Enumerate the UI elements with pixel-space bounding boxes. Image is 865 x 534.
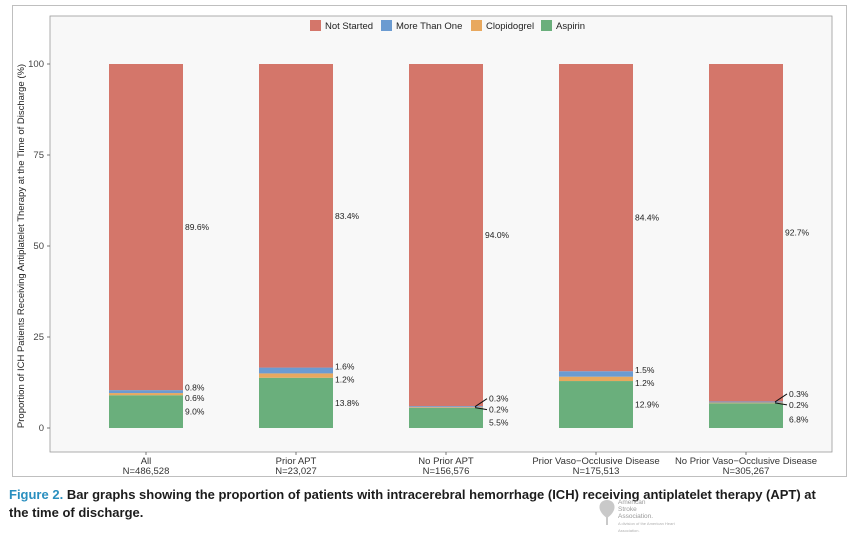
bar-more-than-one (259, 367, 333, 374)
logo-line-1: American (618, 499, 646, 506)
caption-text: Bar graphs showing the proportion of pat… (9, 487, 816, 520)
bar-more-than-one (709, 401, 783, 403)
leader-line (474, 407, 488, 411)
data-label-clopidogrel: 1.2% (635, 378, 655, 388)
bar-clopidogrel (709, 402, 783, 404)
data-label-not-started: 83.4% (335, 211, 360, 221)
legend-swatch (310, 20, 321, 31)
leader-line (774, 393, 788, 403)
data-label-aspirin: 13.8% (335, 398, 360, 408)
x-tick-label-n: N=23,027 (275, 466, 316, 476)
data-label-clopidogrel: 1.2% (335, 375, 355, 385)
caption-label: Figure 2. (9, 487, 64, 502)
x-tick-label-n: N=156,576 (423, 466, 470, 476)
bar-clopidogrel (109, 393, 183, 396)
data-label-clopidogrel: 0.6% (185, 393, 205, 403)
legend-label: Aspirin (556, 21, 585, 32)
x-tick-label: Prior APT (276, 456, 317, 467)
bar-not-started (409, 64, 483, 407)
logo-text: American Stroke Association. A division … (618, 499, 688, 534)
legend-label: More Than One (396, 21, 462, 32)
y-tick-label: 25 (33, 332, 44, 343)
bar-more-than-one (109, 390, 183, 394)
logo-line-2: Stroke (618, 506, 637, 513)
bar-aspirin (259, 377, 333, 428)
data-label-aspirin: 12.9% (635, 400, 660, 410)
figure-frame: 0 25 50 75 100 Proportion of ICH Patients Rec… (12, 5, 847, 477)
legend-label: Not Started (325, 21, 373, 32)
bar-aspirin (109, 395, 183, 428)
legend-swatch (381, 20, 392, 31)
data-label-not-started: 94.0% (485, 230, 510, 240)
logo-subtext: A division of the American Heart Associa… (618, 521, 675, 533)
bar-more-than-one (559, 371, 633, 377)
x-tick-label: No Prior Vaso−Occlusive Disease (675, 456, 817, 467)
bar-not-started (559, 64, 633, 372)
data-label-clopidogrel: 0.2% (489, 405, 509, 415)
data-label-clopidogrel: 0.2% (789, 400, 809, 410)
data-label-more-than-one: 1.6% (335, 361, 355, 371)
data-label-not-started: 89.6% (185, 222, 210, 232)
data-label-aspirin: 6.8% (789, 415, 809, 425)
legend-swatch (471, 20, 482, 31)
bar-more-than-one (409, 406, 483, 408)
figure-caption: Figure 2. Bar graphs showing the proport… (9, 486, 829, 522)
data-label-more-than-one: 0.3% (789, 389, 809, 399)
bar-clopidogrel (409, 407, 483, 408)
x-tick-label: No Prior APT (418, 456, 474, 467)
bar-aspirin (709, 403, 783, 428)
y-tick-label: 50 (33, 241, 44, 252)
data-label-more-than-one: 0.8% (185, 383, 205, 393)
data-label-more-than-one: 1.5% (635, 365, 655, 375)
x-tick-label-n: N=175,513 (573, 466, 620, 476)
bar-clopidogrel (259, 373, 333, 378)
bar-aspirin (559, 381, 633, 428)
bar-clopidogrel (559, 376, 633, 382)
data-label-aspirin: 5.5% (489, 418, 509, 428)
american-stroke-association-logo: American Stroke Association. A division … (596, 496, 686, 533)
data-label-aspirin: 9.0% (185, 407, 205, 417)
torch-heart-icon (599, 500, 615, 525)
x-tick-label: All (141, 456, 152, 467)
x-tick-label-n: N=486,528 (123, 466, 170, 476)
leader-line (774, 402, 788, 406)
y-tick-label: 0 (39, 423, 44, 434)
logo-line-3: Association. (618, 513, 654, 520)
y-axis-label: Proportion of ICH Patients Receiving Ant… (16, 64, 27, 428)
x-tick-label-n: N=305,267 (723, 466, 770, 476)
bar-not-started (709, 64, 783, 402)
bar-aspirin (409, 407, 483, 428)
data-label-not-started: 92.7% (785, 228, 810, 238)
bar-not-started (109, 64, 183, 391)
data-label-not-started: 84.4% (635, 213, 660, 223)
legend-swatch (541, 20, 552, 31)
y-tick-label: 100 (28, 59, 44, 70)
data-label-more-than-one: 0.3% (489, 394, 509, 404)
y-tick-label: 75 (33, 150, 44, 161)
bar-not-started (259, 64, 333, 368)
x-tick-label: Prior Vaso−Occlusive Disease (532, 456, 659, 467)
leader-line (474, 398, 488, 408)
legend-label: Clopidogrel (486, 21, 534, 32)
